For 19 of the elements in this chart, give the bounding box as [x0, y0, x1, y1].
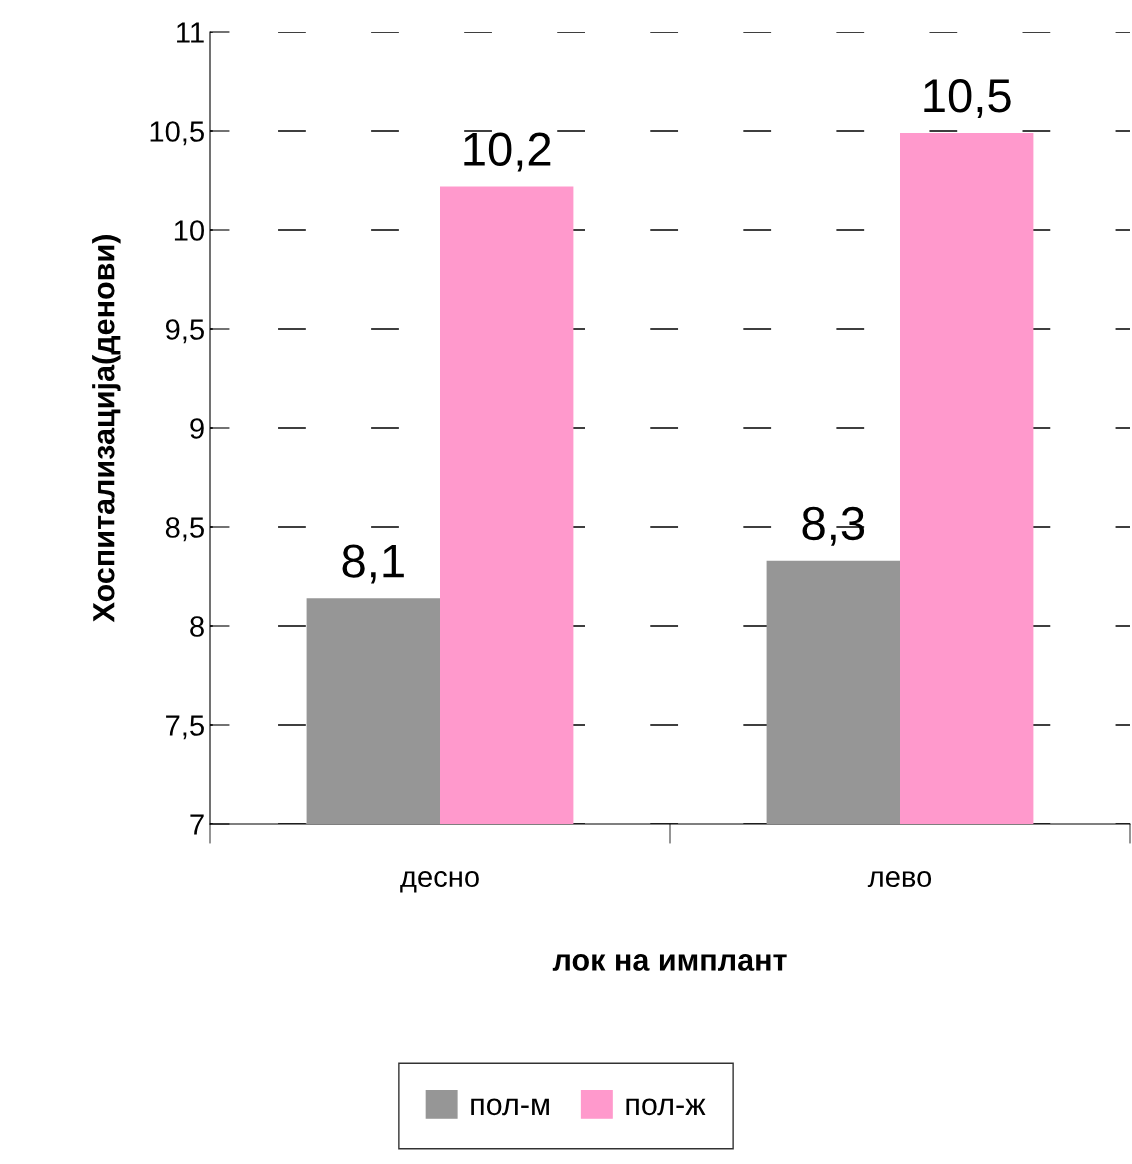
y-tick-label: 11	[177, 22, 204, 43]
y-tick-label: 8	[190, 616, 204, 637]
y-tick-label: 10,5	[150, 121, 204, 146]
y-tick-label: 9,5	[165, 319, 204, 344]
y-tick-label: 8,5	[165, 517, 204, 542]
data-label: 8,3	[802, 506, 865, 546]
legend-label: пол-м	[471, 1098, 549, 1116]
x-axis-title: лок на имплант	[552, 954, 787, 971]
data-label: 10,5	[924, 79, 1011, 119]
y-tick-label: 9	[190, 418, 204, 439]
y-axis-title: Хоспитализација(денови)	[92, 235, 121, 623]
legend-label: пол-ж	[626, 1098, 706, 1116]
x-tick-label: десно	[400, 871, 479, 893]
data-label: 8,1	[342, 544, 404, 584]
y-tick-label: 10	[174, 220, 204, 241]
x-tick-label: лево	[867, 871, 932, 888]
y-tick-label: 7,5	[166, 715, 204, 740]
y-tick-label: 7	[190, 814, 204, 835]
data-label: 10,2	[464, 132, 551, 172]
